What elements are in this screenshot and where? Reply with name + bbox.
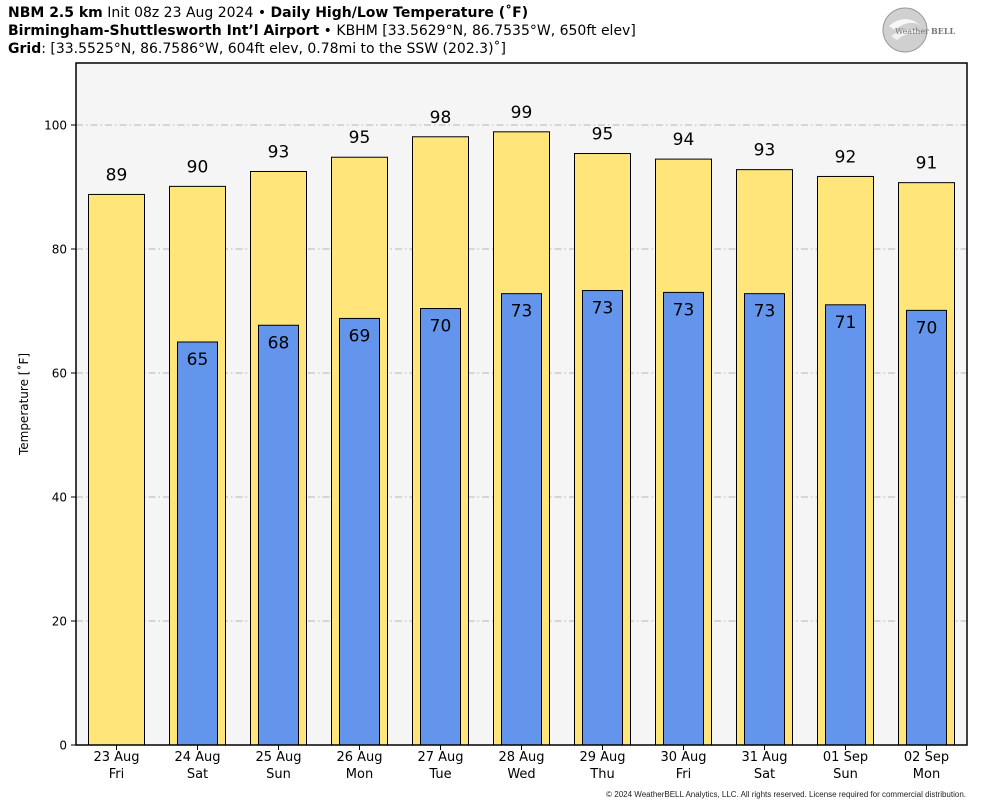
low-temp-label: 65	[187, 350, 209, 370]
copyright-notice: © 2024 WeatherBELL Analytics, LLC. All r…	[606, 790, 966, 799]
logo-text-a: Weather	[895, 27, 929, 36]
x-tick-date: 23 Aug	[93, 750, 139, 765]
high-temp-label: 90	[187, 157, 209, 177]
y-axis-label: Temperature [˚F]	[16, 353, 31, 456]
high-temp-label: 89	[106, 165, 128, 185]
x-tick-date: 28 Aug	[498, 750, 544, 765]
x-tick-date: 26 Aug	[336, 750, 382, 765]
high-temp-label: 95	[592, 125, 614, 145]
model-name: NBM 2.5 km	[8, 5, 103, 21]
header-line-1: NBM 2.5 km Init 08z 23 Aug 2024 • Daily …	[8, 5, 528, 22]
low-temp-bar	[906, 309, 947, 746]
x-tick-day: Sun	[266, 767, 291, 782]
init-time: Init 08z 23 Aug 2024	[107, 5, 254, 21]
data-labels: 89 90 65 93 68 95 69 98 70 99 73 95 73 94 73 93 73 92 71 91…	[106, 103, 938, 370]
low-temp-label: 70	[916, 318, 938, 338]
y-tick-label: 60	[52, 367, 67, 381]
separator: •	[323, 23, 332, 39]
high-temp-label: 91	[916, 154, 938, 174]
x-tick-date: 27 Aug	[417, 750, 463, 765]
low-temp-label: 69	[349, 326, 371, 346]
x-tick-day: Mon	[346, 767, 373, 782]
x-axis-ticks: 23 Aug Fri 24 Aug Sat 25 Aug Sun 26 Aug Mon 27 A…	[93, 745, 949, 782]
x-tick-date: 29 Aug	[579, 750, 625, 765]
y-tick-label: 100	[44, 119, 67, 133]
high-temp-label: 98	[430, 108, 452, 128]
low-temp-label: 70	[430, 317, 452, 337]
low-temp-bar	[663, 291, 704, 746]
header-line-3: Grid: [33.5525°N, 86.7586°W, 604ft elev,…	[8, 41, 506, 58]
high-temp-label: 94	[673, 130, 695, 150]
station-info: KBHM [33.5629°N, 86.7535°W, 650ft elev]	[336, 23, 636, 39]
y-tick-label: 0	[59, 739, 67, 753]
low-temp-bar	[744, 293, 785, 746]
x-tick-day: Fri	[676, 767, 692, 782]
bars	[88, 131, 955, 746]
y-tick-label: 20	[52, 615, 67, 629]
y-tick-label: 80	[52, 243, 67, 257]
x-tick-day: Fri	[109, 767, 125, 782]
weatherbell-logo: Weather BELL	[882, 7, 955, 53]
high-temp-bar	[88, 193, 145, 746]
low-temp-label: 68	[268, 333, 290, 353]
station-name: Birmingham-Shuttlesworth Int’l Airport	[8, 23, 320, 39]
grid-label: Grid	[8, 41, 42, 57]
low-temp-label: 73	[511, 302, 533, 322]
high-temp-label: 95	[349, 128, 371, 148]
low-temp-bar	[177, 341, 218, 746]
x-tick-date: 31 Aug	[741, 750, 787, 765]
x-tick-day: Thu	[589, 767, 614, 782]
x-tick-date: 25 Aug	[255, 750, 301, 765]
low-temp-label: 73	[754, 302, 776, 322]
separator: •	[257, 5, 267, 21]
y-tick-label: 40	[52, 491, 67, 505]
grid-info: : [33.5525°N, 86.7586°W, 604ft elev, 0.7…	[41, 41, 507, 57]
low-temp-bar	[501, 293, 542, 746]
logo-text-b: BELL	[931, 26, 955, 36]
high-temp-label: 93	[754, 141, 776, 161]
x-tick-day: Mon	[913, 767, 940, 782]
low-temp-bar	[825, 304, 866, 746]
x-tick-date: 24 Aug	[174, 750, 220, 765]
x-tick-day: Sun	[833, 767, 858, 782]
header-line-2: Birmingham-Shuttlesworth Int’l Airport •…	[8, 23, 636, 40]
x-tick-day: Sat	[187, 767, 208, 782]
low-temp-bar	[258, 324, 299, 746]
low-temp-label: 71	[835, 313, 857, 333]
low-temp-bar	[582, 290, 623, 746]
y-axis-ticks: 0 20 40 60 80 100	[44, 119, 76, 753]
low-temp-bar	[339, 317, 380, 746]
low-temp-bar	[420, 308, 461, 746]
x-tick-day: Tue	[428, 767, 451, 782]
x-tick-date: 01 Sep	[823, 750, 868, 765]
x-tick-day: Wed	[507, 767, 535, 782]
high-temp-label: 93	[268, 143, 290, 163]
x-tick-date: 02 Sep	[904, 750, 949, 765]
product-title: Daily High/Low Temperature (˚F)	[270, 5, 529, 21]
low-temp-label: 73	[592, 299, 614, 319]
plot-frame	[75, 62, 968, 746]
high-temp-label: 92	[835, 147, 857, 167]
low-temp-label: 73	[673, 300, 695, 320]
high-temp-label: 99	[511, 103, 533, 123]
x-tick-day: Sat	[754, 767, 775, 782]
x-tick-date: 30 Aug	[660, 750, 706, 765]
